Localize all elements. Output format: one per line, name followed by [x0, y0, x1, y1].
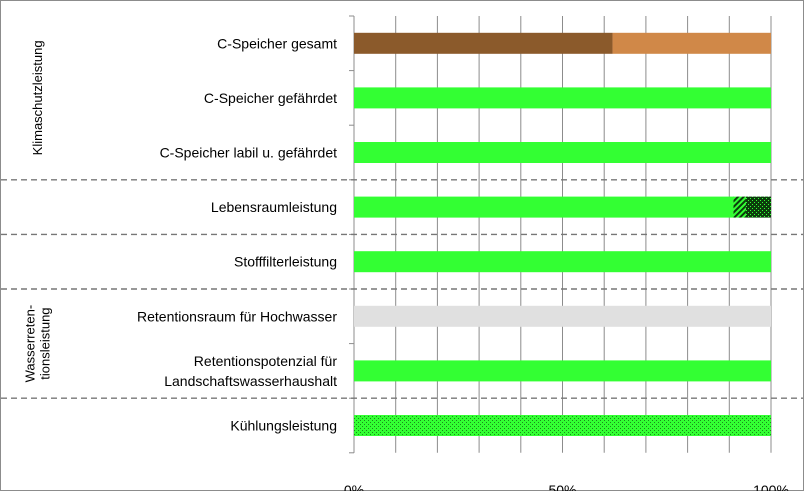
x-axis-ticks: 0% 50% 100%: [344, 482, 789, 491]
bar-segment: [354, 32, 613, 54]
separators: [1, 179, 803, 399]
group-label: Wasserreten-: [23, 305, 38, 383]
category-label: Retentionsraum für Hochwasser: [137, 308, 337, 324]
group-label: tionsleistung: [38, 307, 53, 379]
category-label: Kühlungsleistung: [230, 418, 337, 434]
bar-segment: [354, 360, 771, 382]
category-label: C-Speicher labil u. gefährdet: [160, 145, 338, 161]
bar-segment: [733, 196, 746, 218]
bar-segment: [354, 196, 734, 218]
category-label: C-Speicher gefährdet: [204, 90, 337, 106]
category-label: Retentionspotenzial für: [194, 353, 338, 369]
group-labels: Klimaschutzleistung Wasserreten-tionsleis…: [23, 40, 53, 382]
bar-segment: [745, 196, 771, 218]
bar-segment: [354, 415, 771, 436]
x-tick-label: 50%: [548, 482, 576, 491]
bars: [354, 32, 771, 436]
category-label: Lebensraumleistung: [211, 199, 337, 215]
x-tick-label: 100%: [753, 482, 789, 491]
bar-segment: [354, 87, 771, 109]
group-label: Klimaschutzleistung: [30, 40, 45, 155]
category-label: Stofffilterleistung: [234, 254, 337, 270]
bar-segment: [354, 142, 771, 163]
bar-segment: [354, 305, 771, 327]
x-tick-label: 0%: [344, 482, 364, 491]
category-label: Landschaftswasserhaushalt: [164, 373, 337, 389]
category-labels: C-Speicher gesamt C-Speicher gefährdet C-S…: [137, 35, 337, 433]
bar-segment: [354, 251, 771, 273]
category-label: C-Speicher gesamt: [217, 35, 337, 51]
bar-segment: [612, 32, 771, 54]
